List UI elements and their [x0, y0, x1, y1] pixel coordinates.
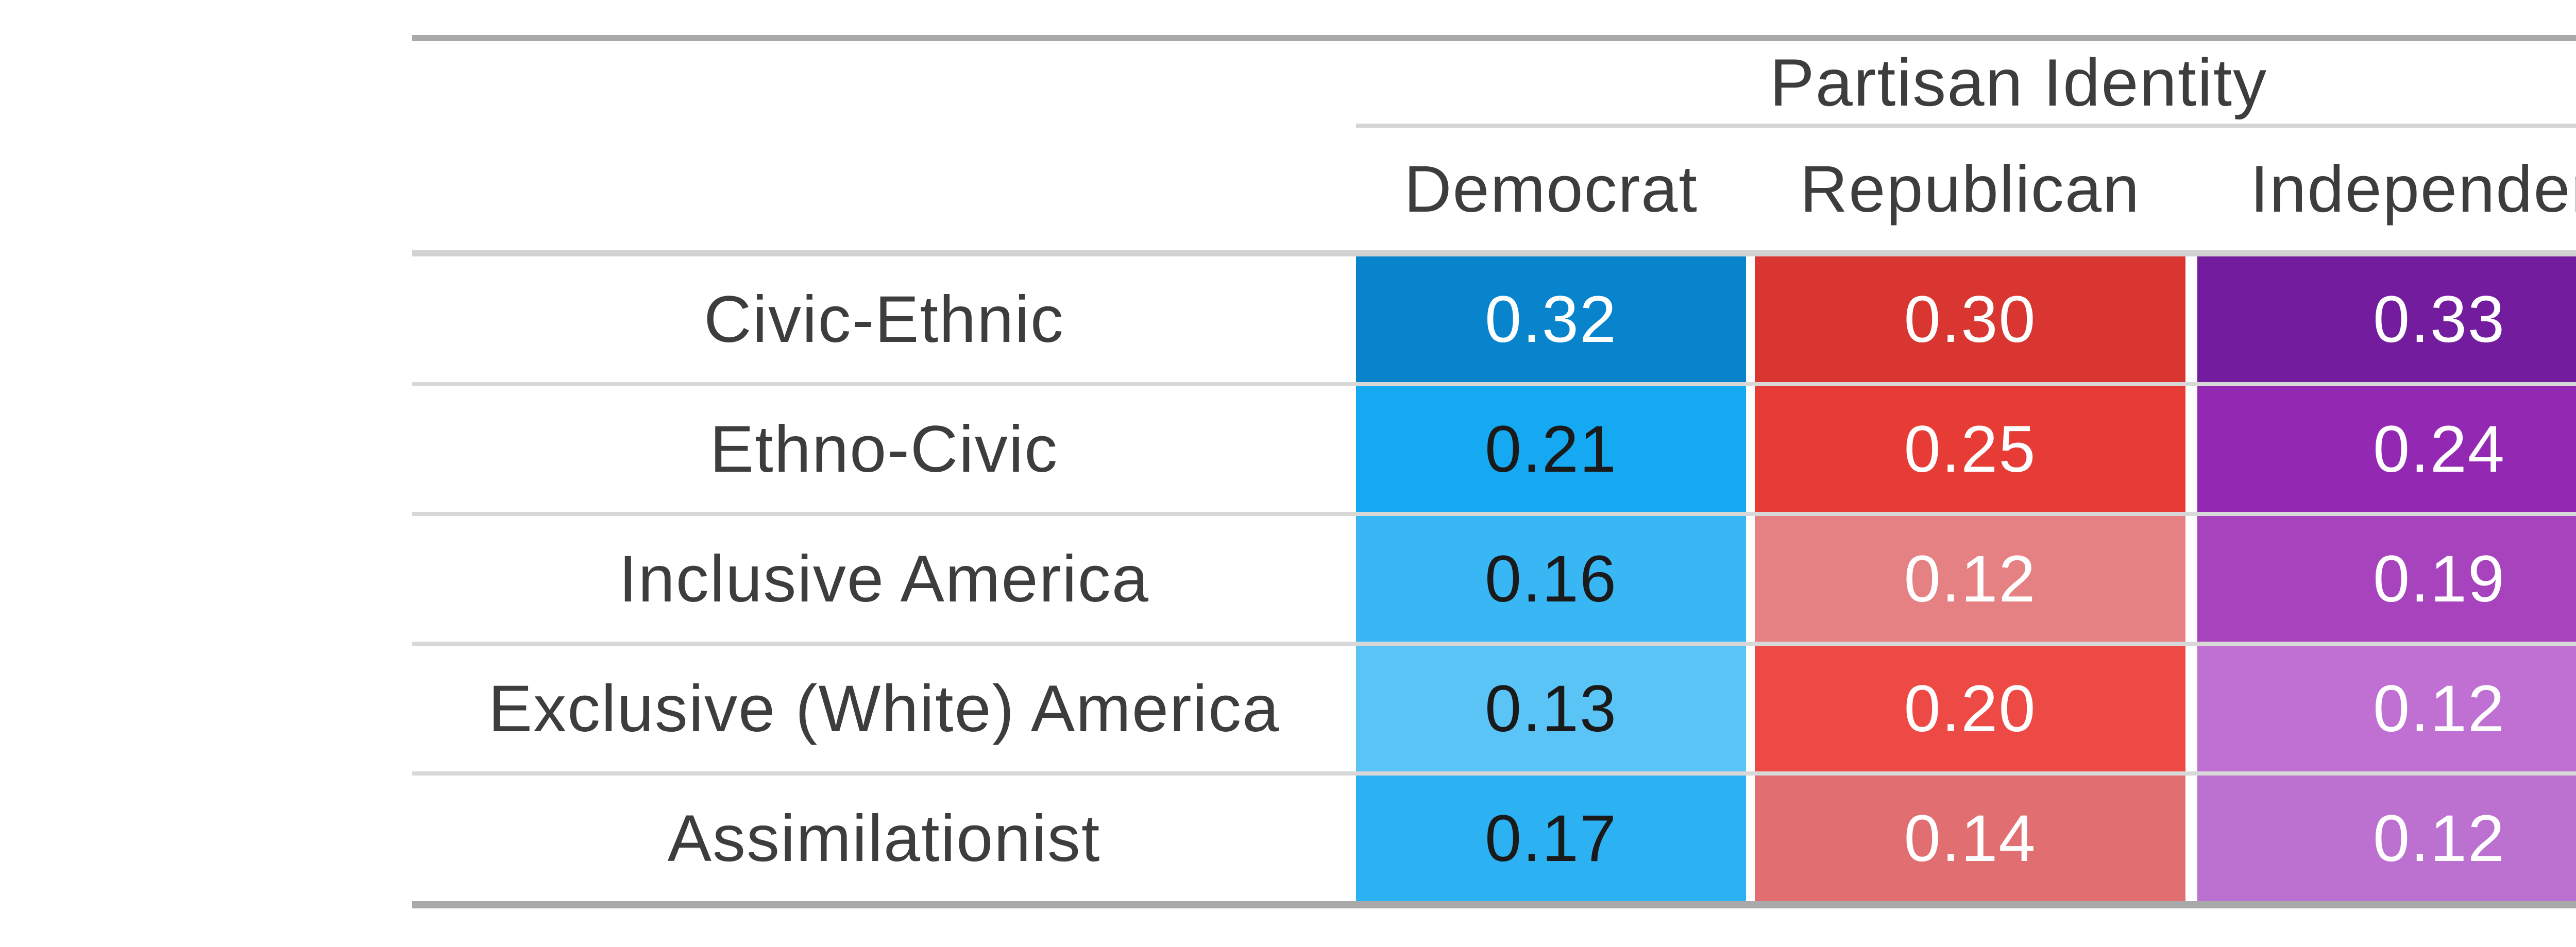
cell-democrat: 0.17: [1356, 776, 1746, 901]
table-row: Inclusive America 0.16 0.12 0.19: [412, 516, 2576, 642]
cell-independent: 0.33: [2197, 256, 2576, 382]
table-row: Exclusive (White) America 0.13 0.20 0.12: [412, 646, 2576, 771]
row-label: Inclusive America: [619, 542, 1149, 616]
column-header-democrat: Democrat: [1404, 152, 1698, 226]
table-row: Assimilationist 0.17 0.14 0.12: [412, 776, 2576, 901]
column-header-row: Democrat Republican Independent: [412, 128, 2576, 250]
row-label: Ethno-Civic: [709, 412, 1059, 486]
cell-democrat: 0.32: [1356, 256, 1746, 382]
bottom-rule: [412, 901, 2576, 908]
cell-democrat: 0.13: [1356, 646, 1746, 771]
cell-democrat: 0.21: [1356, 386, 1746, 512]
cell-republican: 0.12: [1755, 516, 2185, 642]
row-separator: [412, 771, 2576, 776]
heatmap-table: Partisan Identity Democrat Republican In…: [412, 35, 2576, 908]
row-label: Assimilationist: [667, 801, 1101, 875]
row-separator: [412, 642, 2576, 646]
cell-republican: 0.20: [1755, 646, 2185, 771]
top-rule: [412, 35, 2576, 41]
table-row: Ethno-Civic 0.21 0.25 0.24: [412, 386, 2576, 512]
group-header: Partisan Identity: [1769, 45, 2268, 120]
column-header-independent: Independent: [2250, 152, 2576, 226]
row-label: Civic-Ethnic: [704, 282, 1064, 356]
cell-independent: 0.24: [2197, 386, 2576, 512]
header-body-rule: [412, 250, 2576, 256]
cell-democrat: 0.16: [1356, 516, 1746, 642]
row-label: Exclusive (White) America: [488, 671, 1280, 746]
cell-independent: 0.12: [2197, 776, 2576, 901]
group-header-row: Partisan Identity: [412, 41, 2576, 124]
column-header-republican: Republican: [1800, 152, 2141, 226]
cell-republican: 0.25: [1755, 386, 2185, 512]
row-separator: [412, 382, 2576, 386]
cell-independent: 0.19: [2197, 516, 2576, 642]
subheader-rule: [1356, 124, 2576, 128]
table-row: Civic-Ethnic 0.32 0.30 0.33: [412, 256, 2576, 382]
cell-independent: 0.12: [2197, 646, 2576, 771]
row-separator: [412, 512, 2576, 516]
subheader-rule-row: [412, 124, 2576, 128]
cell-republican: 0.30: [1755, 256, 2185, 382]
cell-republican: 0.14: [1755, 776, 2185, 901]
